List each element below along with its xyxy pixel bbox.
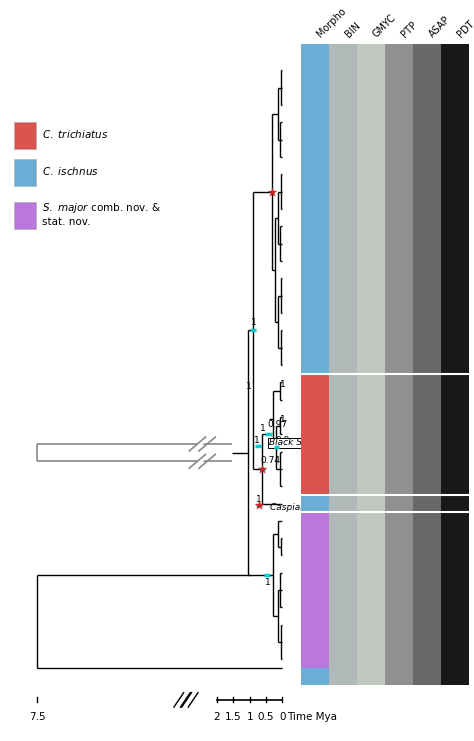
Text: 1: 1 xyxy=(280,415,285,424)
Text: 0.74: 0.74 xyxy=(260,456,280,465)
Text: 1: 1 xyxy=(280,380,285,389)
Bar xyxy=(413,44,441,685)
Text: 1: 1 xyxy=(246,712,253,722)
Bar xyxy=(301,44,329,685)
Text: 0: 0 xyxy=(279,712,285,722)
Text: PTP: PTP xyxy=(399,19,419,39)
Bar xyxy=(301,62,329,373)
Bar xyxy=(301,512,329,668)
Text: PDT: PDT xyxy=(455,19,474,39)
Text: 1: 1 xyxy=(251,318,257,327)
Text: ASAP: ASAP xyxy=(427,14,452,39)
Text: 1: 1 xyxy=(254,436,260,445)
Text: 1: 1 xyxy=(246,382,252,391)
Text: 0.5: 0.5 xyxy=(258,712,274,722)
Text: GMYC: GMYC xyxy=(371,13,398,39)
Point xyxy=(255,499,263,511)
Text: 2: 2 xyxy=(214,712,220,722)
Point xyxy=(258,463,266,475)
Text: 1: 1 xyxy=(260,424,266,433)
Bar xyxy=(14,122,36,149)
Text: Caspian Sea: Caspian Sea xyxy=(270,502,326,511)
Text: BIN: BIN xyxy=(343,20,362,39)
Bar xyxy=(14,159,36,186)
Text: 7.5: 7.5 xyxy=(29,712,46,722)
Text: $\it{C.}$ $\it{trichiatus}$: $\it{C.}$ $\it{trichiatus}$ xyxy=(42,128,109,140)
Bar xyxy=(301,373,329,495)
Text: 0.9: 0.9 xyxy=(276,436,290,445)
Text: Morpho: Morpho xyxy=(315,6,348,39)
Text: Black Sea: Black Sea xyxy=(269,439,313,448)
Text: 1.5: 1.5 xyxy=(225,712,242,722)
Point xyxy=(268,186,275,198)
Bar xyxy=(329,44,357,685)
Bar xyxy=(301,495,329,512)
Text: 1: 1 xyxy=(255,494,261,504)
Bar xyxy=(357,44,385,685)
Text: Time Mya: Time Mya xyxy=(287,712,337,722)
Text: $\it{S.}$ $\it{major}$ comb. nov. &
stat. nov.: $\it{S.}$ $\it{major}$ comb. nov. & stat… xyxy=(42,202,161,227)
Bar xyxy=(14,202,36,229)
Text: 1: 1 xyxy=(265,578,271,587)
Bar xyxy=(441,44,469,685)
Text: 0.97: 0.97 xyxy=(267,420,287,429)
Bar xyxy=(385,44,413,685)
Text: $\it{C.}$ $\it{ischnus}$: $\it{C.}$ $\it{ischnus}$ xyxy=(42,165,99,177)
